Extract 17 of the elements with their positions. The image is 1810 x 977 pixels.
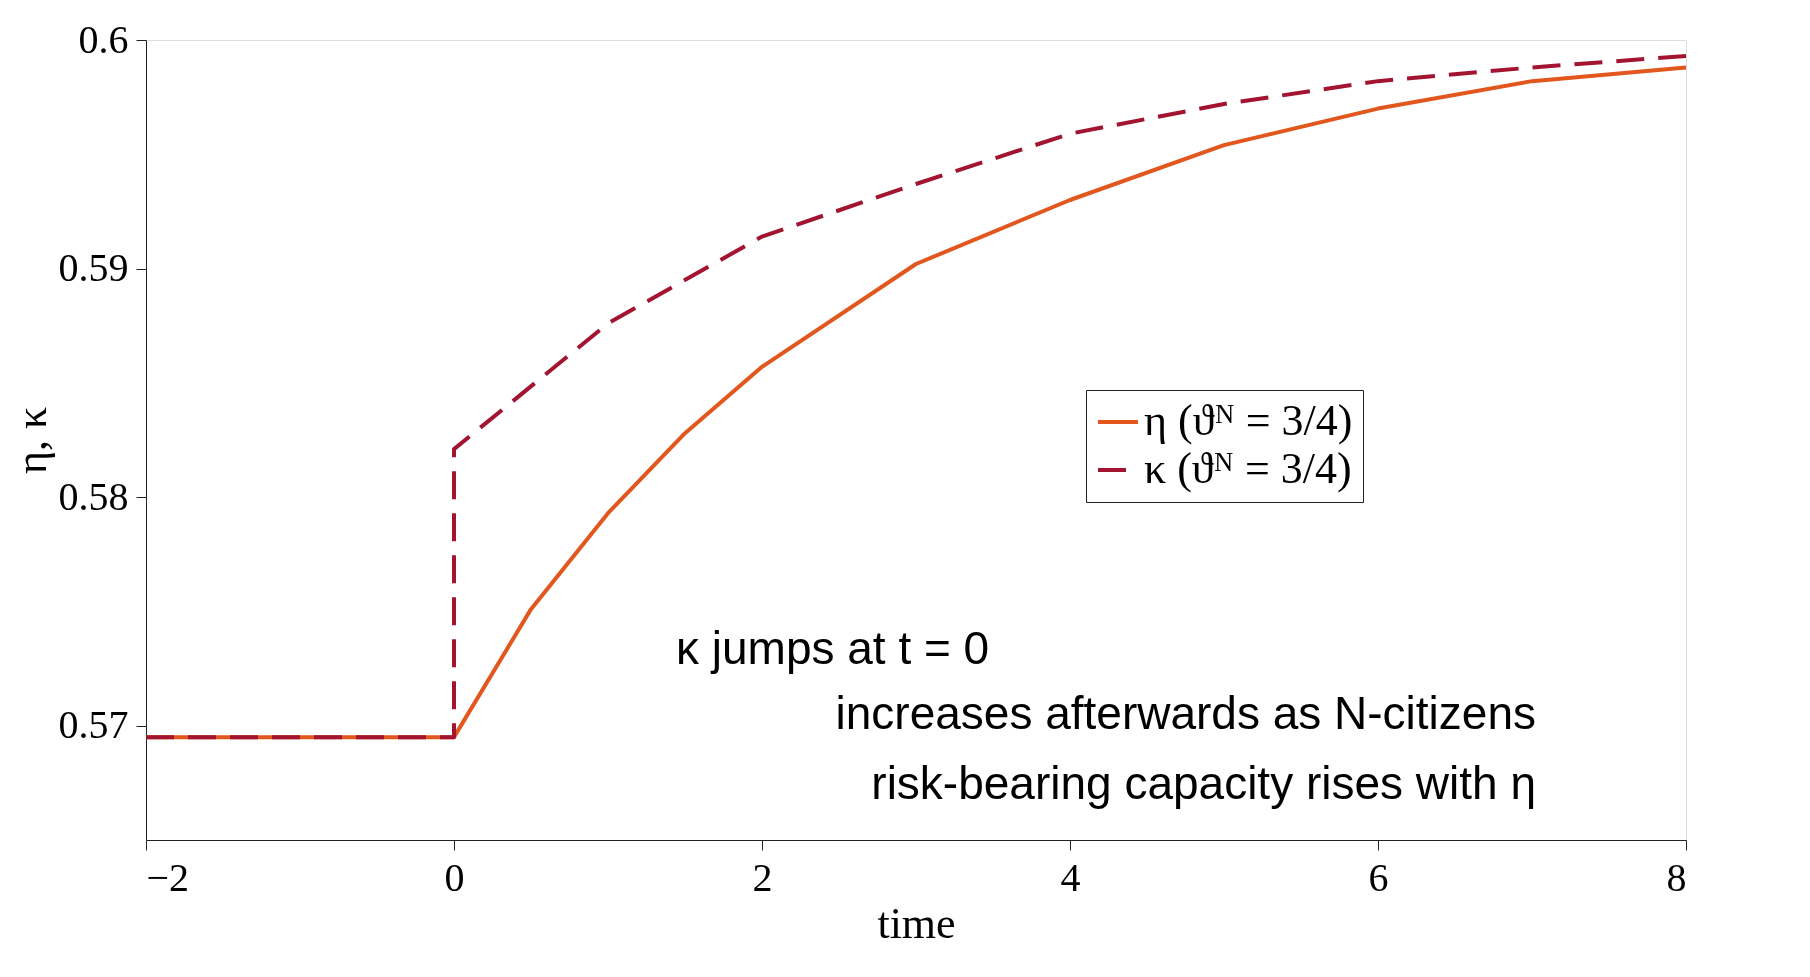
annotation: risk-bearing capacity rises with η bbox=[871, 757, 1536, 809]
x-tick-label: 6 bbox=[1368, 854, 1389, 900]
x-tick-label: 2 bbox=[752, 854, 773, 900]
y-tick-label: 0.6 bbox=[78, 16, 129, 62]
legend-label: η (ϑᴺ = 3/4) bbox=[1144, 396, 1353, 445]
x-axis-title: time bbox=[877, 898, 956, 948]
y-tick-label: 0.59 bbox=[58, 245, 129, 291]
y-tick-label: 0.58 bbox=[58, 473, 129, 519]
annotation: κ jumps at t = 0 bbox=[676, 622, 990, 674]
y-axis-title: η, κ bbox=[6, 406, 56, 475]
y-tick-label: 0.57 bbox=[58, 702, 129, 748]
x-tick-label: 8 bbox=[1666, 854, 1687, 900]
x-tick-label: 4 bbox=[1060, 854, 1081, 900]
x-tick-label: −2 bbox=[146, 854, 190, 900]
x-tick-label: 0 bbox=[444, 854, 465, 900]
legend-label: κ (ϑᴺ = 3/4) bbox=[1144, 444, 1352, 493]
annotation: increases afterwards as N-citizens bbox=[835, 687, 1536, 739]
